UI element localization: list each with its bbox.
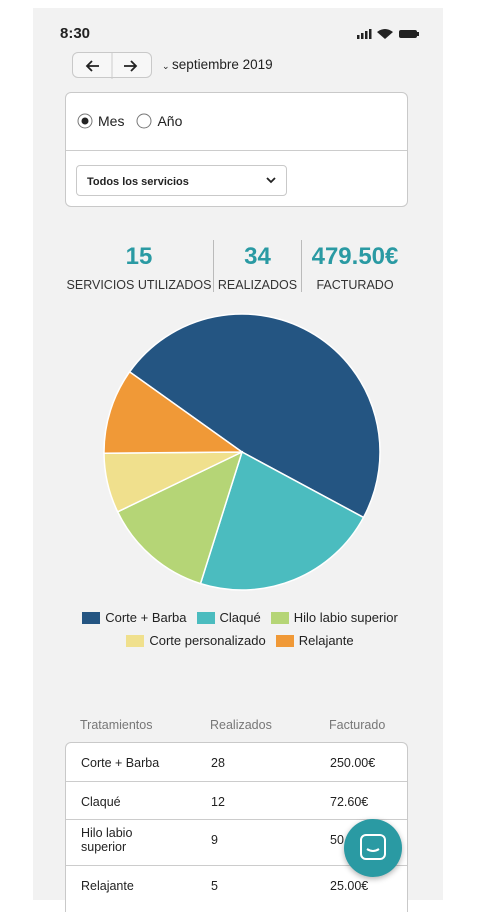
stat-value: 34 <box>244 243 271 270</box>
pie-chart <box>103 313 381 591</box>
radio <box>136 113 152 129</box>
radio-option[interactable]: Año <box>136 113 182 129</box>
time: 8:30 <box>60 25 91 42</box>
legend: Corte + Barba Claqué Hilo labio superior Co… <box>60 610 420 648</box>
arrows <box>85 53 138 79</box>
legend-item: Corte + Barba <box>82 610 187 625</box>
legend-item: Relajante <box>275 633 354 648</box>
stat-label: SERVICIOS UTILIZADOS <box>66 278 212 292</box>
table-cell: 9 <box>211 833 218 847</box>
nav-buttons <box>72 52 152 79</box>
legend-label: Claqué <box>219 610 261 625</box>
legend-label: Corte + Barba <box>105 610 187 625</box>
table-cell: Claqué <box>81 795 121 809</box>
radio <box>77 113 93 129</box>
pie-slice <box>199 450 365 591</box>
pie-slice <box>128 313 381 519</box>
radio-group: Mes Año <box>77 113 182 129</box>
table-cell: Relajante <box>81 879 134 893</box>
table: Corte + Barba 28 250.00€ Claqué 12 72.60€ Hilo… <box>65 742 408 912</box>
table-row: Relajante 5 25.00€ <box>66 865 407 905</box>
stat-label: REALIZADOS <box>217 278 298 292</box>
service-dropdown[interactable]: Todos los servicios <box>76 165 287 196</box>
radio-label: Año <box>157 113 183 129</box>
chat-button[interactable] <box>344 819 402 877</box>
stat: 15 SERVICIOS UTILIZADOS <box>65 240 213 292</box>
pie-slice <box>116 450 244 585</box>
legend-label: Corte personalizado <box>149 633 266 648</box>
stat-value: 479.50€ <box>311 243 399 270</box>
stats: 15 SERVICIOS UTILIZADOS 34 REALIZADOS 479.50… <box>65 240 408 292</box>
month-picker[interactable]: ⌄ septiembre 2019 <box>162 57 273 72</box>
legend-item: Hilo labio superior <box>270 610 398 625</box>
stat: 479.50€ FACTURADO <box>301 240 408 292</box>
legend-item: Claqué <box>196 610 261 625</box>
table-cell: Hilo labio superior <box>81 826 133 854</box>
status-icons <box>357 29 419 39</box>
radio-dot <box>81 117 89 125</box>
column-header: Tratamientos <box>80 718 153 732</box>
legend-swatch <box>126 634 145 647</box>
column-header: Facturado <box>329 718 386 732</box>
filter-card: Mes Año Todos los servicios <box>65 92 408 207</box>
legend-label: Relajante <box>298 633 354 648</box>
stat: 34 REALIZADOS <box>213 240 301 292</box>
stat-value: 15 <box>125 243 153 270</box>
table-cell: 12 <box>211 795 225 809</box>
table-cell: 5 <box>211 879 218 893</box>
chevron <box>266 177 276 184</box>
legend-item: Corte personalizado <box>126 633 266 648</box>
month: septiembre 2019 <box>172 57 273 72</box>
table-cell: 28 <box>211 756 225 770</box>
dropdown-label: Todos los servicios <box>87 176 189 188</box>
table-cell: 72.60€ <box>330 795 369 809</box>
radio-option[interactable]: Mes <box>77 113 124 129</box>
table-cell: 25.00€ <box>330 879 369 893</box>
legend-label: Hilo labio superior <box>293 610 398 625</box>
legend-swatch <box>82 611 101 624</box>
column-header: Realizados <box>210 718 272 732</box>
pie-slice <box>103 370 245 454</box>
stat-label: FACTURADO <box>316 278 394 292</box>
prev[interactable] <box>85 60 99 72</box>
table-row: Claqué 12 72.60€ <box>66 781 407 819</box>
legend-swatch <box>196 611 215 624</box>
table-cell: Corte + Barba <box>81 756 160 770</box>
legend-swatch <box>275 634 294 647</box>
legend-swatch <box>270 611 289 624</box>
radio-label: Mes <box>98 113 125 129</box>
radio-ring <box>136 113 152 129</box>
next[interactable] <box>124 60 138 72</box>
table-cell: 250.00€ <box>330 756 376 770</box>
table-header: Tratamientos Realizados Facturado <box>65 718 408 734</box>
table-row: Corte + Barba 28 250.00€ <box>66 743 407 781</box>
chat-icon <box>360 834 386 860</box>
